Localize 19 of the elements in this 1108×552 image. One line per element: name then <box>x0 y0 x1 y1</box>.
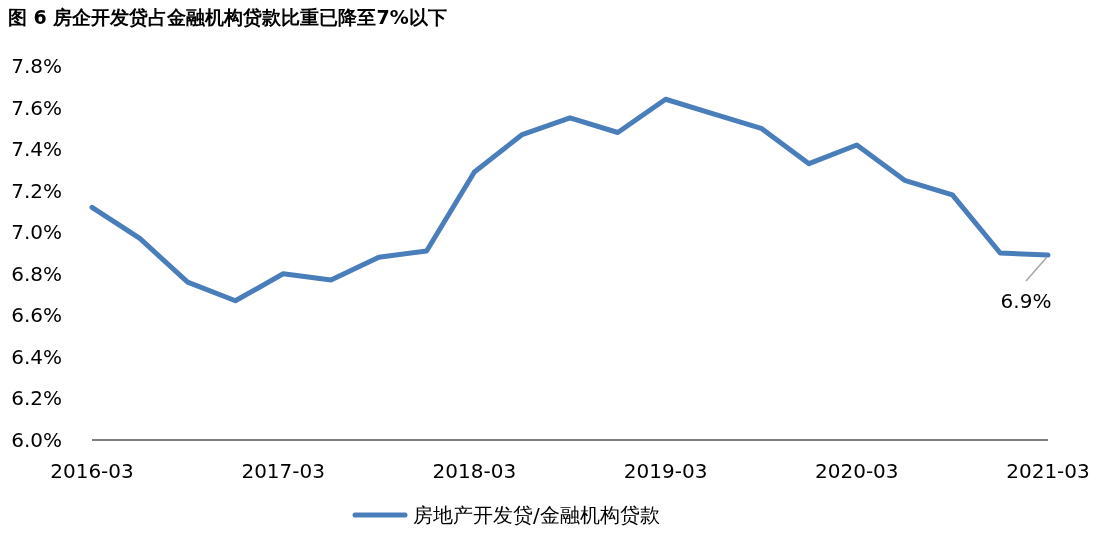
chart-title: 图 6 房企开发贷占金融机构贷款比重已降至7%以下 <box>8 6 447 28</box>
y-tick-label: 6.4% <box>11 344 62 369</box>
y-tick-label: 7.2% <box>11 178 62 203</box>
x-tick-label: 2020-03 <box>815 459 899 483</box>
y-tick-label: 6.0% <box>11 428 62 452</box>
y-tick-label: 6.8% <box>11 261 62 286</box>
x-tick-label: 2017-03 <box>241 459 325 483</box>
y-tick-label: 6.6% <box>11 303 62 328</box>
x-tick-label: 2019-03 <box>623 459 708 483</box>
x-tick-label: 2021-03 <box>1006 459 1090 483</box>
y-tick-label: 7.6% <box>11 95 62 120</box>
y-tick-label: 6.2% <box>11 386 62 411</box>
y-tick-label: 7.8% <box>11 54 62 78</box>
y-tick-label: 7.0% <box>11 220 62 245</box>
x-tick-label: 2016-03 <box>50 459 134 483</box>
x-tick-label: 2018-03 <box>432 459 517 483</box>
data-label: 6.9% <box>1000 289 1052 314</box>
legend-label: 房地产开发贷/金融机构贷款 <box>413 503 660 527</box>
y-tick-label: 7.4% <box>11 137 62 162</box>
